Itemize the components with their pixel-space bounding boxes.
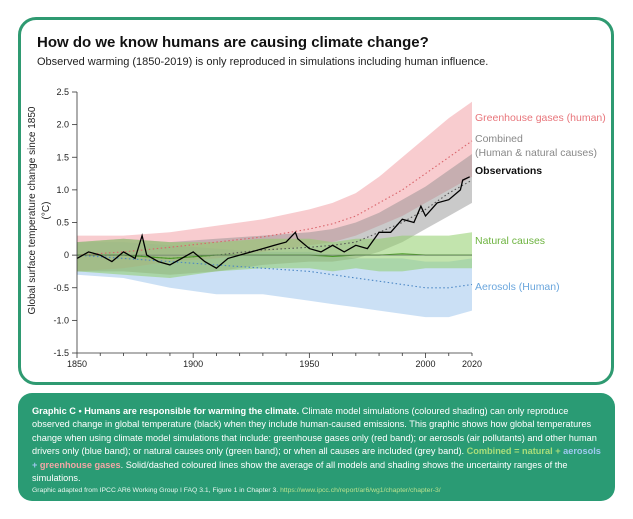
x-tick-label: 2000 [416,359,436,369]
x-tick-label: 1950 [299,359,319,369]
caption-plus-1: + [552,446,564,457]
chart-subtitle: Observed warming (1850-2019) is only rep… [37,56,489,68]
x-tick-label: 2020 [462,359,482,369]
climate-chart: -1.5 -1.0 -0.5 0 0.5 1.0 1.5 2.0 2.5 1850 1900 1950… [27,87,606,369]
legend-natural-causes: Natural causes [475,235,545,247]
x-tick-label: 1900 [183,359,203,369]
greenhouse-gases-human-mean-line [76,140,473,256]
y-tick-label: -0.5 [53,283,69,293]
y-tick-label: 1.0 [56,185,69,195]
legend-aerosols-human: Aerosols (Human) [475,281,560,293]
aerosols-human-mean-line [76,254,473,289]
y-tick-label: 0.5 [56,218,69,228]
source-link[interactable]: https://www.ipcc.ch/report/ar6/wg1/chapt… [280,487,441,495]
source-text: Graphic adapted from IPCC AR6 Working Gr… [32,487,281,495]
y-tick-label: 2.0 [56,120,69,130]
y-tick-label: 0 [64,250,69,260]
legend-greenhouse-gases-human: Greenhouse gases (human) [475,112,606,124]
y-tick-label: 1.5 [56,152,69,162]
legend-combined-sub: (Human & natural causes) [475,147,597,159]
caption-heading: Graphic C • Humans are responsible for w… [32,406,300,416]
caption-plus-2: + [32,459,40,470]
caption-text-1: Climate model simulations (coloured shad… [32,406,597,457]
y-tick-label: 2.5 [56,87,69,97]
y-tick-label: -1.5 [53,348,69,358]
y-tick-label: -1.0 [53,315,69,325]
observations-line [76,176,470,269]
chart-title: How do we know humans are causing climat… [37,34,429,51]
legend-combined: Combined [475,133,523,145]
caption-aerosols-word: aerosols [563,446,601,457]
chart-card: How do we know humans are causing climat… [18,17,614,385]
caption-natural-word: natural [522,446,553,457]
legend-observations: Observations [475,165,542,177]
caption-text-2: . Solid/dashed coloured lines show the a… [32,459,568,484]
x-tick-label: 1850 [67,359,87,369]
caption-source: Graphic adapted from IPCC AR6 Working Gr… [32,486,601,496]
caption-panel: Graphic C • Humans are responsible for w… [18,393,615,501]
caption-combined-label: Combined = [466,446,522,457]
y-axis-label: Global surface temperature change since … [27,106,52,314]
caption-ghg-word: greenhouse gases [39,459,121,470]
